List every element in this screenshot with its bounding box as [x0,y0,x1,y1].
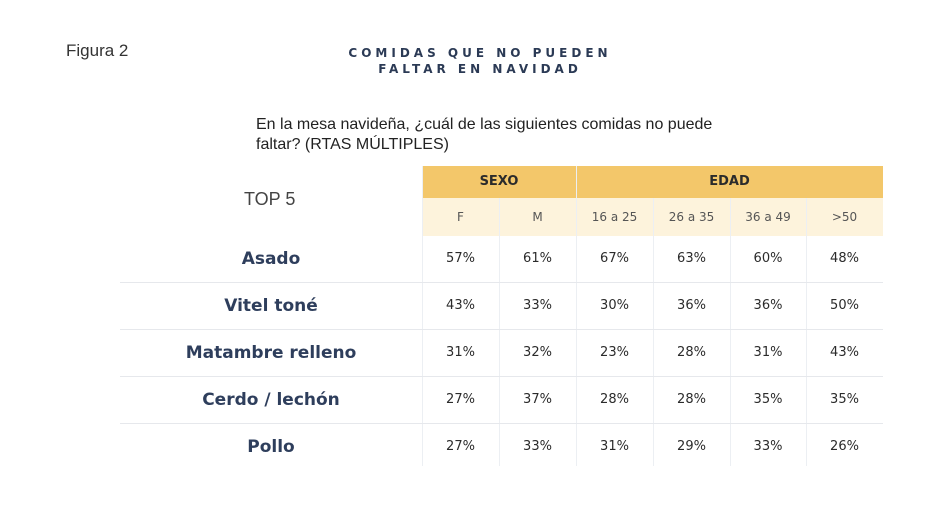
table-cell: 30% [600,298,629,313]
column-divider [422,166,423,466]
row-label: Matambre relleno [185,343,357,363]
page-title: COMIDAS QUE NO PUEDEN FALTAR EN NAVIDAD [300,45,660,77]
table-cell: 29% [677,439,706,454]
column-divider [653,198,654,466]
column-header: 26 a 35 [668,210,715,224]
table-cell: 35% [753,392,783,407]
column-header: M [532,210,543,224]
table-cell: 27% [446,392,475,407]
table-row: Asado 57% 61% 67% 63% 60% 48% [120,236,883,283]
table-cell: 31% [446,345,475,360]
column-header: 16 a 25 [591,210,638,224]
table-cell: 36% [753,298,783,313]
table-cell: 31% [753,345,783,360]
table-row: Pollo 27% 33% 31% 29% 33% 26% [120,424,883,470]
table-cell: 36% [677,298,706,313]
table-cell: 35% [830,392,859,407]
column-header: >50 [831,210,858,224]
table-cell: 50% [830,298,859,313]
table-cell: 37% [523,392,552,407]
table-cell: 27% [446,439,475,454]
table-row: Vitel toné 43% 33% 30% 36% 36% 50% [120,283,883,330]
table-row: Matambre relleno 31% 32% 23% 28% 31% 43% [120,330,883,377]
title-line-2: FALTAR EN NAVIDAD [378,62,582,76]
table-cell: 31% [600,439,629,454]
table-cell: 43% [830,345,859,360]
table-cell: 33% [523,298,552,313]
table-row: Cerdo / lechón 27% 37% 28% 28% 35% 35% [120,377,883,424]
table-cell: 63% [677,251,706,266]
table-cell: 32% [523,345,552,360]
table-cell: 43% [446,298,475,313]
table-cell: 28% [600,392,629,407]
table-cell: 33% [753,439,783,454]
column-header: F [457,210,464,224]
title-line-1: COMIDAS QUE NO PUEDEN [348,46,612,60]
table-corner-label: TOP 5 [244,189,296,209]
table-cell: 57% [446,251,475,266]
table-cell: 33% [523,439,552,454]
table-cell: 48% [830,251,859,266]
table-cell: 23% [600,345,629,360]
table-cell: 28% [677,345,706,360]
group-header-sexo: SEXO [479,174,519,189]
table-cell: 61% [523,251,552,266]
table-cell: 60% [753,251,783,266]
column-divider [576,166,577,466]
table-cell: 26% [830,439,859,454]
row-label: Cerdo / lechón [202,390,340,410]
figure-label: Figura 2 [66,41,129,60]
column-divider [730,198,731,466]
column-header: 36 a 49 [745,210,791,224]
table-group-header: SEXO EDAD [422,166,883,198]
row-label: Vitel toné [224,296,318,316]
row-label: Asado [241,249,301,269]
table-cell: 67% [600,251,629,266]
column-divider [806,198,807,466]
row-label: Pollo [247,437,295,457]
column-divider [499,198,500,466]
table-cell: 28% [677,392,706,407]
group-header-edad: EDAD [709,174,750,189]
survey-question: En la mesa navideña, ¿cuál de las siguie… [256,116,713,153]
